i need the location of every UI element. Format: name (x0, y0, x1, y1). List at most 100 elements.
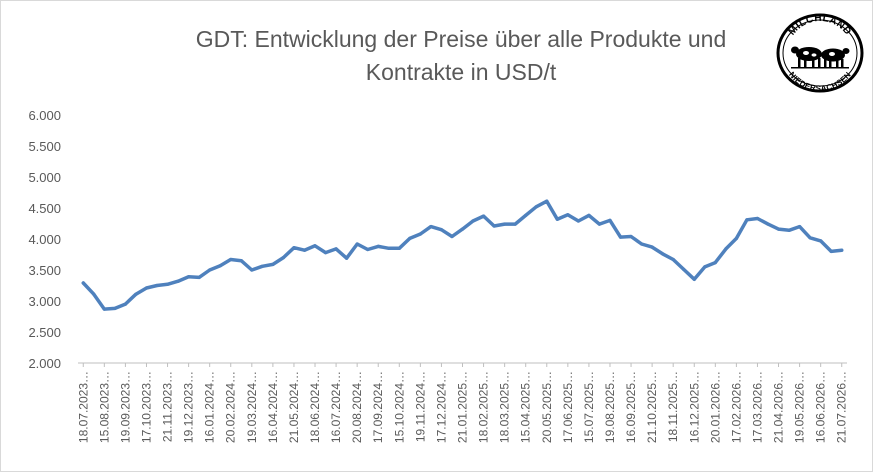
data-point (302, 248, 307, 252)
cows-icon (791, 46, 850, 69)
x-axis (78, 362, 847, 367)
data-point (776, 227, 781, 231)
chart-title-line-2: Kontrakte in USD/t (365, 59, 557, 85)
data-point (113, 306, 117, 310)
data-point (134, 292, 138, 296)
data-point (661, 252, 665, 256)
data-point (250, 268, 254, 272)
milchland-niedersachsen-logo: MILCHLAND NIEDERSACHSEN (776, 13, 864, 93)
data-point (492, 224, 496, 228)
x-tick-label: 15.07.2025… (582, 371, 596, 443)
x-tick-label: 18.11.2025… (666, 371, 680, 442)
data-point (745, 218, 749, 222)
data-point (618, 235, 623, 239)
data-point (144, 286, 149, 290)
data-point (597, 222, 602, 226)
x-tick-label: 17.06.2025… (561, 371, 575, 443)
data-point (397, 246, 401, 250)
x-tick-label: 18.07.2023… (76, 371, 90, 443)
data-point (819, 239, 823, 243)
x-tick-label: 19.11.2024… (413, 371, 427, 442)
data-point (439, 228, 443, 232)
data-point (102, 307, 106, 311)
y-tick-label: 4.500 (28, 201, 61, 216)
data-point (524, 213, 528, 217)
data-point (766, 222, 770, 226)
data-point (218, 264, 222, 268)
data-point (829, 249, 833, 253)
x-tick-label: 17.10.2023… (139, 371, 153, 443)
chart-title-line-1: GDT: Entwicklung der Preise über alle Pr… (195, 26, 727, 52)
data-point (482, 214, 486, 218)
y-tick-label: 2.500 (28, 325, 61, 340)
data-point (313, 244, 317, 248)
y-axis-labels: 2.000 2.500 3.000 3.500 4.000 4.500 5.000 5.500… (28, 108, 61, 371)
y-tick-label: 3.500 (28, 263, 61, 278)
y-tick-label: 3.000 (28, 294, 61, 309)
data-point (229, 257, 233, 262)
x-tick-label: 18.03.2025… (498, 371, 512, 443)
data-point (503, 222, 507, 226)
x-tick-label: 20.08.2024… (350, 371, 364, 443)
data-point (640, 242, 644, 246)
data-point (682, 267, 686, 271)
data-point (450, 234, 454, 239)
x-tick-label: 18.06.2024… (308, 371, 322, 443)
x-tick-label: 21.07.2026… (835, 371, 849, 443)
x-tick-label: 18.02.2025… (477, 371, 491, 443)
data-point (808, 236, 812, 240)
data-point (155, 283, 159, 288)
data-point (334, 247, 338, 251)
x-tick-label: 16.07.2024… (329, 371, 343, 443)
data-point (545, 199, 549, 203)
data-point (671, 257, 675, 262)
x-tick-label: 17.12.2024… (434, 371, 448, 443)
data-point (734, 236, 739, 240)
y-tick-label: 4.000 (28, 232, 61, 247)
data-point (176, 279, 180, 283)
data-point (755, 216, 760, 221)
x-tick-label: 20.02.2024… (224, 371, 238, 443)
data-point (81, 281, 85, 285)
data-point (713, 261, 717, 265)
x-tick-label: 21.01.2025… (456, 371, 470, 443)
data-point (724, 247, 728, 251)
x-tick-label: 19.09.2023… (118, 371, 132, 443)
data-point (387, 246, 391, 250)
x-tick-label: 15.10.2024… (392, 371, 406, 443)
data-point (271, 262, 275, 266)
data-point (292, 246, 296, 250)
x-tick-label: 19.05.2026… (793, 371, 807, 443)
data-point (355, 242, 359, 246)
data-point (629, 234, 633, 239)
x-tick-label: 19.08.2025… (603, 371, 617, 443)
data-point (187, 275, 191, 279)
x-tick-label: 17.02.2026… (729, 371, 743, 443)
data-point (123, 302, 127, 306)
y-tick-label: 5.000 (28, 170, 61, 185)
x-tick-label: 17.03.2026… (750, 371, 764, 443)
data-point (840, 248, 844, 252)
x-tick-label: 19.03.2024… (245, 371, 259, 443)
data-point (513, 222, 517, 226)
x-tick-label: 16.09.2025… (624, 371, 638, 443)
data-point (408, 236, 412, 240)
x-tick-label: 21.05.2024… (287, 371, 301, 443)
data-point (650, 245, 654, 249)
data-point (798, 225, 802, 229)
data-point (534, 205, 538, 209)
data-point (260, 264, 264, 268)
data-point (787, 228, 791, 232)
x-tick-label: 20.01.2026… (708, 371, 722, 443)
x-tick-label: 16.01.2024… (203, 371, 217, 443)
data-point (239, 259, 243, 263)
chart-title: GDT: Entwicklung der Preise über alle Pr… (151, 23, 771, 89)
data-point (555, 217, 559, 221)
data-point (460, 227, 465, 231)
y-tick-label: 6.000 (28, 108, 61, 123)
x-tick-label: 16.06.2026… (814, 371, 828, 443)
data-point (197, 275, 201, 279)
x-tick-label: 19.12.2023… (182, 371, 196, 443)
